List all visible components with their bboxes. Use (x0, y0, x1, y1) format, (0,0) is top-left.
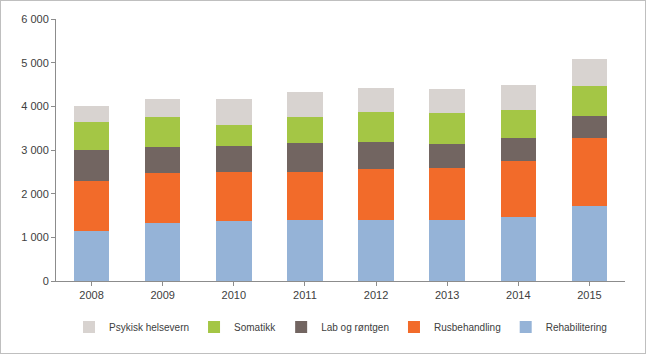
svg-text:5 000: 5 000 (21, 57, 49, 69)
svg-text:1 000: 1 000 (21, 231, 49, 243)
svg-text:6 000: 6 000 (21, 13, 49, 25)
svg-text:2010: 2010 (222, 289, 246, 301)
svg-text:Rehabilitering: Rehabilitering (546, 322, 607, 333)
svg-text:2014: 2014 (506, 289, 530, 301)
svg-text:Somatikk: Somatikk (234, 322, 276, 333)
svg-text:2011: 2011 (293, 289, 317, 301)
svg-text:2012: 2012 (364, 289, 388, 301)
svg-text:Rusbehandling: Rusbehandling (434, 322, 501, 333)
svg-text:2015: 2015 (577, 289, 601, 301)
svg-text:2008: 2008 (79, 289, 103, 301)
svg-text:0: 0 (43, 275, 49, 287)
svg-text:2013: 2013 (435, 289, 459, 301)
svg-text:Psykisk helsevern: Psykisk helsevern (109, 322, 189, 333)
svg-text:3 000: 3 000 (21, 144, 49, 156)
svg-text:Lab og røntgen: Lab og røntgen (321, 322, 389, 333)
svg-text:2009: 2009 (150, 289, 174, 301)
svg-text:2 000: 2 000 (21, 188, 49, 200)
svg-text:4 000: 4 000 (21, 100, 49, 112)
